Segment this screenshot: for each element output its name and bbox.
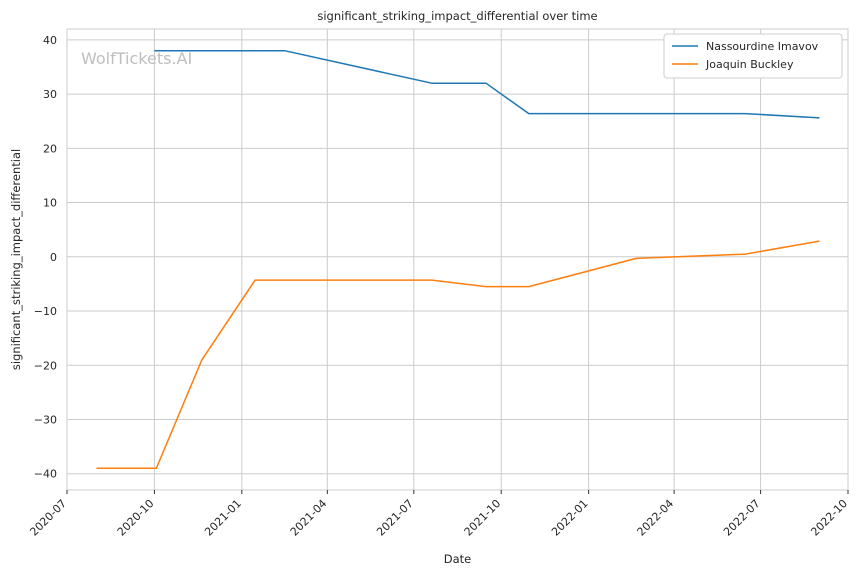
y-tick-label: 10: [43, 197, 57, 210]
y-tick-label: −30: [34, 413, 57, 426]
series-layer: [96, 49, 820, 470]
x-tick-label: 2022-01: [549, 497, 591, 539]
y-tick-label: 0: [50, 251, 57, 264]
y-tick-label: −40: [34, 468, 57, 481]
legend-entry: Nassourdine Imavov: [706, 40, 819, 53]
watermark: WolfTickets.AI: [81, 49, 192, 68]
chart-title: significant_striking_impact_differential…: [317, 9, 597, 23]
x-axis-label: Date: [444, 552, 472, 566]
y-tick-label: −10: [34, 305, 57, 318]
legend: Nassourdine Imavov Joaquin Buckley: [663, 33, 843, 79]
legend-box: [663, 33, 843, 79]
x-tick-label: 2020-07: [27, 497, 69, 539]
grid: [66, 29, 849, 490]
x-tick-label: 2022-10: [808, 497, 850, 539]
x-tick-label: 2022-07: [721, 497, 763, 539]
y-tick-label: 40: [43, 34, 57, 47]
y-tick-label: −20: [34, 359, 57, 372]
x-tick-label: 2021-01: [202, 497, 244, 539]
series-line: [154, 49, 820, 119]
x-axis: 2020-07 2020-10 2021-01 2021-04 2021-07 2021-…: [27, 490, 850, 539]
x-tick-label: 2021-04: [288, 497, 330, 539]
x-tick-label: 2020-10: [115, 497, 157, 539]
y-axis-label: significant_striking_impact_differential: [9, 149, 23, 370]
x-tick-label: 2022-04: [635, 497, 677, 539]
plot-frame: [66, 28, 849, 491]
series-line: [96, 240, 820, 470]
legend-entry: Joaquin Buckley: [705, 58, 794, 71]
y-axis: 40 30 20 10 0 −10 −20 −30 −40: [34, 34, 57, 481]
x-tick-label: 2021-07: [374, 497, 416, 539]
plot-area: [67, 29, 848, 490]
y-tick-label: 30: [43, 88, 57, 101]
x-tick-label: 2021-10: [462, 497, 504, 539]
y-tick-label: 20: [43, 142, 57, 155]
